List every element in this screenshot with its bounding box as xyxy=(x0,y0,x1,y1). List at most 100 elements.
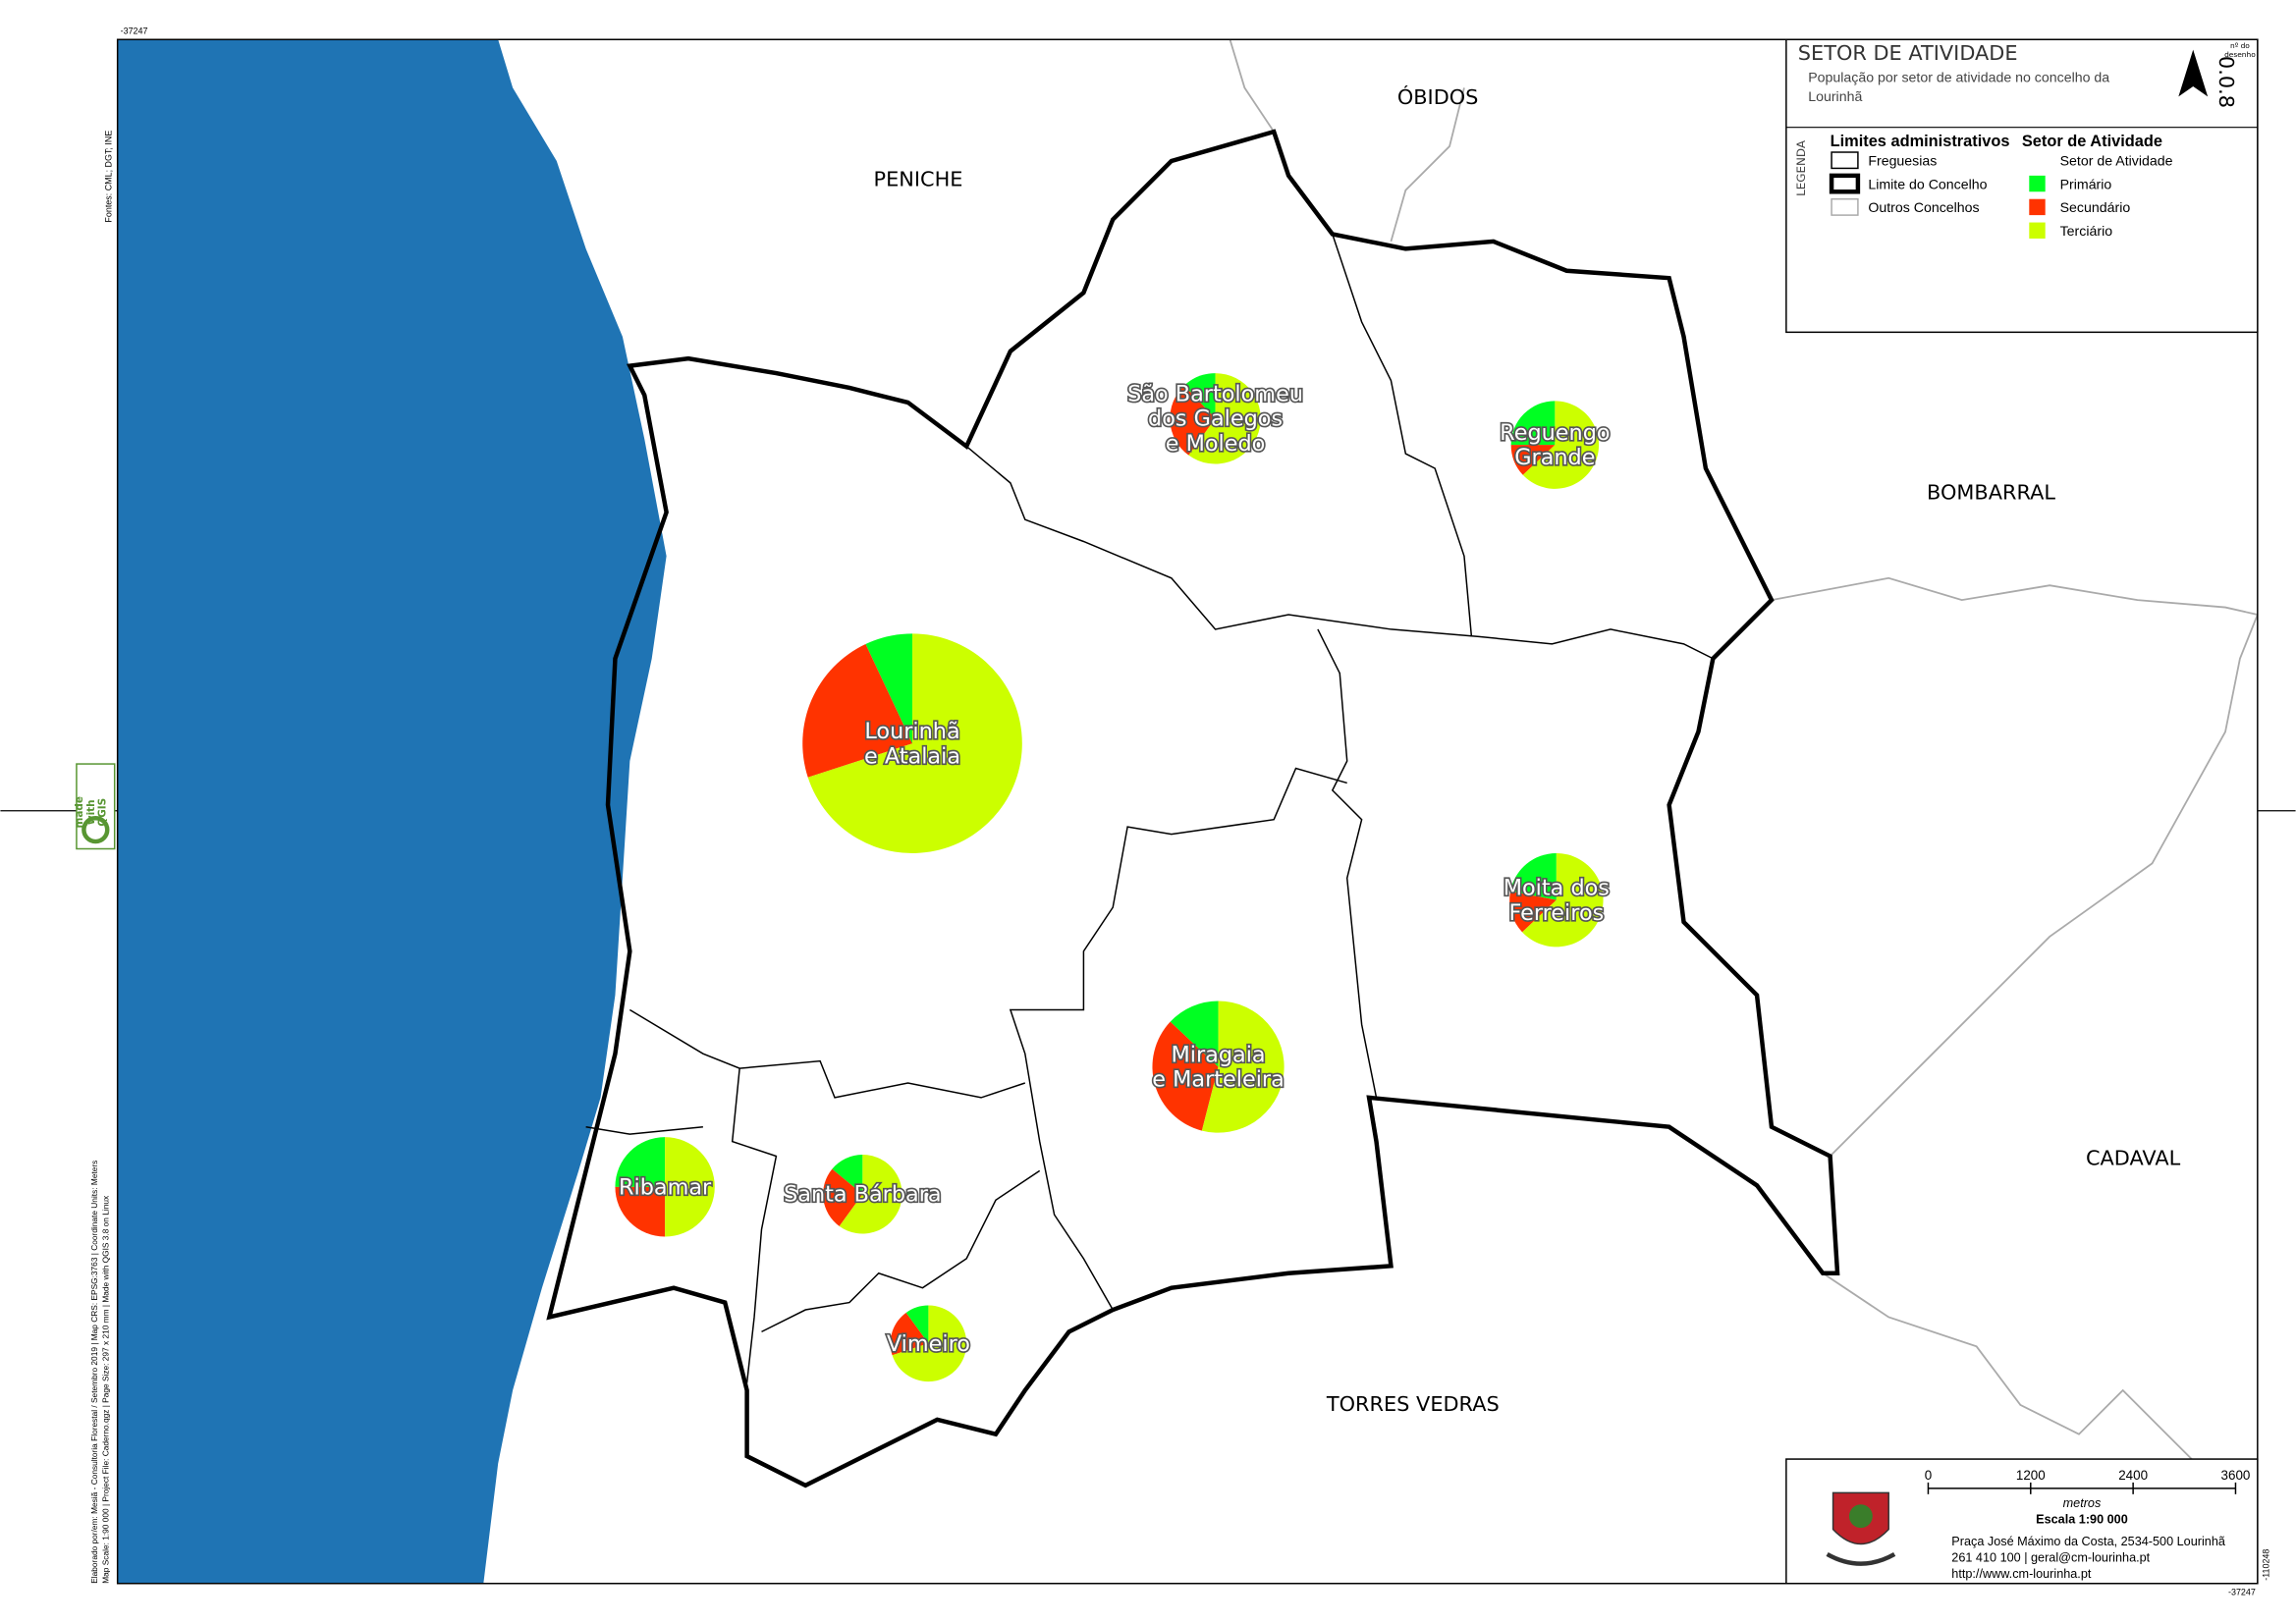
pie-slice xyxy=(1183,373,1216,419)
boundary xyxy=(1317,628,1378,1099)
legend-subtitle: Setor de Atividade xyxy=(2060,153,2173,169)
pie-slice xyxy=(823,1168,863,1226)
freguesia-lines xyxy=(585,234,1714,1383)
scale-label: Escala 1:90 000 xyxy=(2036,1513,2128,1527)
drawing-number-label: nº do xyxy=(2230,41,2250,50)
qgis-logo xyxy=(82,815,110,844)
freguesia-label: Reguengo xyxy=(1500,420,1610,446)
boundary xyxy=(1390,87,1465,243)
legend-swatch xyxy=(1831,197,1859,216)
pie-slice xyxy=(865,633,913,744)
pie-slice xyxy=(1201,1001,1285,1133)
freguesia-label: São Bartolomeu xyxy=(1127,381,1303,406)
neighbour-label: BOMBARRAL xyxy=(1927,480,2055,504)
pie-slice xyxy=(1188,373,1261,464)
legend-title: Setor de Atividade xyxy=(2022,133,2162,150)
coord-label: -110248 xyxy=(2262,1549,2271,1581)
subtitle: População por setor de atividade no conc… xyxy=(1808,70,2109,85)
neighbour-label: TORRES VEDRAS xyxy=(1326,1392,1500,1416)
boundary xyxy=(965,446,1714,660)
legend-item: Primário xyxy=(2060,177,2112,192)
legend-item: Freguesias xyxy=(1868,153,1937,169)
freguesia-label: Ferreiros xyxy=(1508,900,1604,926)
scale-tick-label: 0 xyxy=(1925,1468,1932,1483)
boundary xyxy=(731,1068,778,1383)
pie-slice xyxy=(1509,891,1557,933)
pie-slice xyxy=(890,1312,929,1356)
legend-item: Terciário xyxy=(2060,224,2113,240)
scale-tick-label: 2400 xyxy=(2118,1468,2148,1483)
freguesia-label: e Moledo xyxy=(1166,431,1266,457)
drawing-number: 0.0.8 xyxy=(2214,56,2238,108)
freguesia-label: Vimeiro xyxy=(887,1331,970,1357)
neighbour-label: PENICHE xyxy=(874,167,963,190)
boundary xyxy=(629,1008,1026,1099)
pie-slice xyxy=(615,1186,666,1237)
boundary xyxy=(1009,767,1347,1311)
subtitle: Lourinhã xyxy=(1808,89,1862,105)
pie-slice xyxy=(1510,445,1556,475)
pie-slice xyxy=(1170,385,1216,456)
coat-of-arms xyxy=(1826,1491,1896,1566)
scale-unit: metros xyxy=(2063,1496,2102,1510)
concelho-boundary xyxy=(546,129,1840,1488)
credits: Map Scale: 1:90 000 | Project File: Cade… xyxy=(101,1195,111,1584)
neighbour-label: ÓBIDOS xyxy=(1397,84,1479,109)
pie-slice xyxy=(665,1137,715,1237)
freguesia-label: dos Galegos xyxy=(1148,406,1283,432)
pie-slice xyxy=(1170,1001,1219,1067)
pie-slice xyxy=(1510,401,1556,446)
legend-side-label: LEGENDA xyxy=(1794,139,1808,196)
legend-swatch xyxy=(1831,151,1859,170)
freguesia-label: Grande xyxy=(1514,445,1595,470)
qgis-text: QGIS xyxy=(97,798,109,827)
drawing-number-label: desenho xyxy=(2224,50,2256,59)
boundary xyxy=(1771,576,2259,616)
legend-item: Secundário xyxy=(2060,200,2131,216)
pie-slice xyxy=(1522,401,1600,489)
pie-slice xyxy=(802,644,913,778)
scale-tick-label: 3600 xyxy=(2221,1468,2251,1483)
ribbon xyxy=(1826,1551,1896,1566)
pie-slice xyxy=(807,633,1022,853)
other-concelhos xyxy=(1229,38,2259,1465)
frame xyxy=(116,38,2259,1585)
coord-label: -37247 xyxy=(121,26,148,35)
pie-slice xyxy=(1510,852,1557,900)
freguesia-label: Lourinhã xyxy=(864,719,959,744)
neighbour-label: CADAVAL xyxy=(2086,1146,2181,1169)
freguesia-label: Miragaia xyxy=(1171,1042,1265,1067)
address: Praça José Máximo da Costa, 2534-500 Lou… xyxy=(1951,1535,2226,1548)
freguesia-label: e Atalaia xyxy=(864,743,960,769)
credits: Elaborado por/em: Mesiã - Consultoria Fl… xyxy=(89,1161,99,1584)
pie-slice xyxy=(1522,852,1604,947)
address: 261 410 100 | geral@cm-lourinha.pt xyxy=(1951,1550,2150,1564)
freguesia-label: e Marteleira xyxy=(1152,1067,1285,1093)
sources: Fontes: CML; DGT; INE xyxy=(104,131,114,223)
legend-title: Limites administrativos xyxy=(1831,133,2010,150)
north-arrow xyxy=(2178,49,2209,97)
boundary xyxy=(761,1169,1041,1333)
coord-label: -37247 xyxy=(2228,1588,2256,1597)
boundary xyxy=(1332,234,1473,637)
freguesia-label: Moita dos xyxy=(1503,875,1610,900)
boundary xyxy=(585,1125,703,1135)
tree xyxy=(1848,1504,1873,1529)
pie-slice xyxy=(905,1305,929,1344)
legend-item: Outros Concelhos xyxy=(1868,200,1979,216)
scale-tick-label: 1200 xyxy=(2016,1468,2046,1483)
legend-box xyxy=(1785,38,2259,334)
address: http://www.cm-lourinha.pt xyxy=(1951,1567,2092,1581)
pie-slice xyxy=(839,1155,902,1234)
freguesia-label: Ribamar xyxy=(619,1174,712,1200)
freguesia-label: Santa Bárbara xyxy=(784,1182,942,1208)
legend-item: Limite do Concelho xyxy=(1868,177,1987,192)
legend-swatch xyxy=(1829,173,1861,194)
legend-swatch xyxy=(2029,198,2046,216)
boundary xyxy=(1822,1272,2197,1465)
legend-swatch xyxy=(2029,222,2046,239)
legend-swatch xyxy=(2029,175,2046,192)
pie-slice xyxy=(832,1155,863,1195)
qgis-text: made xyxy=(74,796,85,828)
